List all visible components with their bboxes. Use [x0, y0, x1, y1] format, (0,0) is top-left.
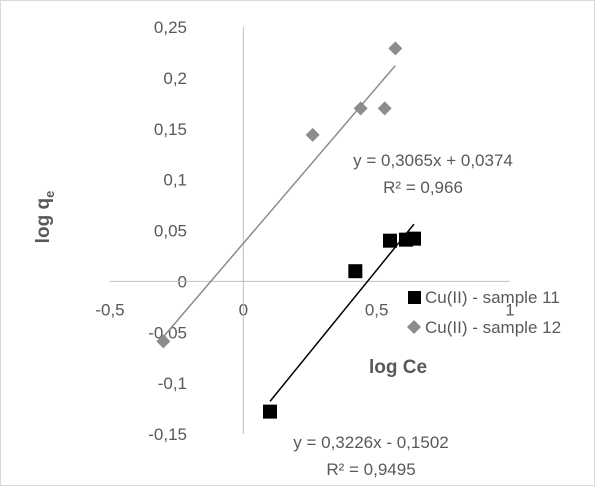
x-tick-label: 0,5 — [365, 300, 389, 319]
marker-sample-11 — [383, 233, 397, 248]
y-axis-title-main: log q — [33, 198, 54, 243]
equation-sample-11: y = 0,3226x - 0,1502 — [293, 433, 448, 452]
y-tick-label: 0,1 — [163, 171, 187, 190]
marker-sample-12 — [377, 101, 392, 116]
legend-marker-sample-11 — [408, 291, 421, 304]
x-tick-label: 1 — [505, 300, 514, 319]
y-tick-label: 0,15 — [154, 120, 187, 139]
y-tick-label: -0,15 — [148, 425, 187, 444]
y-tick-label: -0,1 — [158, 374, 187, 393]
trendline-sample-11 — [269, 223, 415, 402]
y-tick-labels: 0,250,20,150,10,050-0,05-0,1-0,15 — [148, 18, 187, 444]
legend: Cu(II) - sample 11 Cu(II) - sample 12 — [407, 288, 561, 337]
marker-sample-12 — [353, 101, 368, 116]
r2-sample-11: R² = 0,9495 — [326, 460, 415, 479]
marker-sample-11 — [348, 264, 363, 279]
r2-sample-12: R² = 0,966 — [383, 178, 463, 197]
legend-marker-sample-12 — [407, 320, 421, 334]
marker-sample-12 — [156, 334, 171, 349]
axes — [110, 27, 510, 434]
legend-label-sample-11: Cu(II) - sample 11 — [425, 288, 560, 307]
marker-sample-11 — [263, 404, 277, 419]
marker-sample-12 — [388, 41, 403, 56]
trendlines — [162, 65, 415, 402]
y-tick-label: 0,05 — [154, 222, 187, 241]
y-tick-label: 0,25 — [154, 18, 187, 37]
x-tick-label: -0,5 — [95, 300, 124, 319]
data-markers — [156, 41, 421, 419]
y-tick-label: 0,2 — [163, 69, 187, 88]
marker-sample-12 — [305, 127, 320, 142]
equation-sample-12: y = 0,3065x + 0,0374 — [353, 151, 513, 170]
y-axis-title: log qe — [33, 191, 57, 244]
x-axis-title: log Ce — [369, 357, 427, 378]
marker-sample-11 — [407, 231, 421, 246]
y-axis-title-sub: e — [42, 191, 57, 198]
legend-label-sample-12: Cu(II) - sample 12 — [425, 318, 561, 337]
